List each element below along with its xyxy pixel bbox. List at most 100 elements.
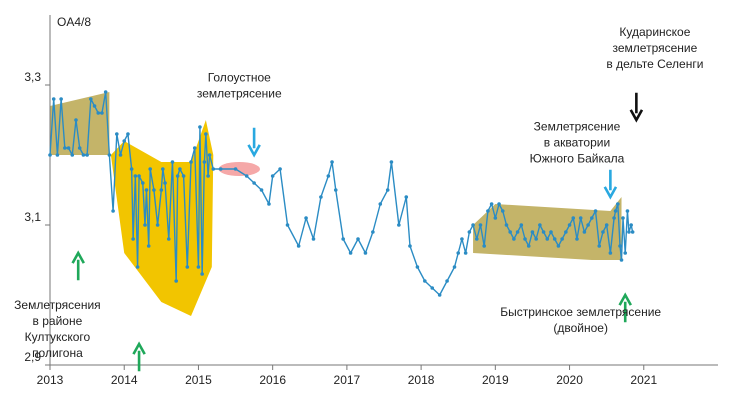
annotation-1: Кударинское землетрясение в дельте Селенги: [606, 25, 703, 123]
data-point-99: [500, 209, 505, 213]
data-point-36: [163, 181, 167, 185]
data-point-98: [497, 202, 501, 206]
annotation-arrow-3: [132, 341, 146, 372]
data-point-92: [474, 237, 479, 241]
axes: [49, 15, 718, 366]
annotation-text-2: Землетрясение в акватории Южного Байкала: [530, 120, 625, 166]
data-point-81: [415, 265, 420, 269]
data-point-78: [397, 223, 401, 227]
annotation-line: Голоустное: [208, 71, 271, 85]
axis-ticks: 2013 2014 2015 2016 2017 2018 2019 2020 2021 2,9 3…: [24, 70, 657, 387]
data-point-85: [445, 279, 449, 283]
annotation-line: Землетрясение: [534, 120, 621, 134]
annotation-arrow-1: [629, 92, 644, 123]
data-point-51: [206, 174, 210, 178]
data-point-15: [103, 90, 108, 94]
data-point-70: [341, 237, 345, 241]
data-point-114: [556, 244, 561, 248]
shaded-region-2: [473, 197, 622, 260]
data-point-120: [578, 216, 583, 220]
data-point-109: [538, 223, 542, 227]
data-point-132: [618, 244, 622, 248]
data-point-90: [467, 230, 472, 234]
data-point-55: [233, 167, 238, 171]
data-point-21: [126, 132, 130, 136]
data-point-86: [452, 265, 457, 269]
data-point-23: [131, 237, 135, 241]
data-point-40: [175, 174, 180, 178]
data-point-96: [489, 202, 494, 206]
data-point-112: [549, 230, 553, 234]
annotation-0: Голоустное землетрясение: [197, 71, 282, 158]
data-point-37: [166, 237, 171, 241]
annotation-arrow-5: [618, 292, 632, 323]
data-point-28: [143, 223, 147, 227]
data-point-122: [586, 223, 590, 227]
annotation-text-5: Быстринское землетрясение (двойное): [500, 305, 661, 335]
data-point-93: [478, 223, 483, 227]
data-point-13: [96, 111, 101, 115]
x-tick-label-2015: 2015: [185, 373, 212, 387]
data-point-63: [296, 244, 301, 248]
data-point-8: [77, 146, 82, 150]
data-point-58: [259, 188, 264, 192]
x-tick-label-2020: 2020: [556, 373, 583, 387]
series-layer: [48, 90, 635, 297]
annotation-line: (двойное): [553, 321, 608, 335]
data-point-52: [207, 153, 212, 157]
data-point-94: [482, 244, 487, 248]
data-point-45: [192, 146, 197, 150]
data-point-33: [155, 223, 160, 227]
annotation-4: [71, 250, 85, 281]
data-point-117: [567, 223, 572, 227]
data-point-9: [81, 153, 86, 157]
data-point-27: [140, 181, 145, 185]
data-point-62: [285, 223, 290, 227]
data-point-64: [304, 216, 308, 220]
data-point-31: [148, 167, 152, 171]
x-tick-label-2019: 2019: [482, 373, 509, 387]
data-point-74: [371, 230, 375, 234]
annotation-text-0: Голоустное землетрясение: [197, 71, 282, 101]
data-point-5: [66, 146, 71, 150]
data-point-87: [456, 251, 461, 255]
data-point-102: [512, 237, 516, 241]
data-point-30: [146, 244, 151, 248]
annotation-line: в акватории: [544, 136, 610, 150]
data-point-111: [545, 237, 550, 241]
data-point-139: [630, 230, 635, 234]
annotation-line: землетрясение: [613, 41, 698, 55]
data-point-66: [319, 195, 323, 199]
data-point-25: [135, 265, 140, 269]
x-tick-label-2013: 2013: [37, 373, 64, 387]
data-point-80: [408, 244, 412, 248]
data-point-104: [519, 223, 524, 227]
annotation-5: Быстринское землетрясение (двойное): [500, 292, 661, 335]
data-point-137: [627, 230, 631, 234]
data-point-12: [92, 104, 97, 108]
data-point-50: [204, 132, 208, 136]
data-point-126: [601, 230, 605, 234]
data-point-103: [515, 230, 520, 234]
data-point-125: [597, 244, 602, 248]
annotation-line: Землетрясения: [14, 298, 100, 312]
x-tick-label-2021: 2021: [630, 373, 657, 387]
data-point-115: [560, 237, 564, 241]
data-point-91: [471, 223, 475, 227]
annotation-arrow-4: [71, 250, 85, 281]
data-point-47: [198, 125, 202, 129]
data-point-56: [244, 174, 249, 178]
data-point-26: [137, 174, 141, 178]
y-tick-label-2,9: 2,9: [24, 350, 41, 364]
data-point-20: [122, 139, 127, 143]
data-point-19: [118, 153, 123, 157]
data-point-128: [608, 251, 613, 255]
y-axis-label: OA4/8: [57, 15, 91, 29]
data-point-129: [612, 216, 616, 220]
data-point-134: [621, 216, 625, 220]
data-point-11: [89, 97, 93, 101]
data-point-1: [51, 97, 56, 101]
data-point-44: [189, 160, 193, 164]
data-point-75: [378, 202, 383, 206]
data-point-136: [625, 209, 630, 213]
